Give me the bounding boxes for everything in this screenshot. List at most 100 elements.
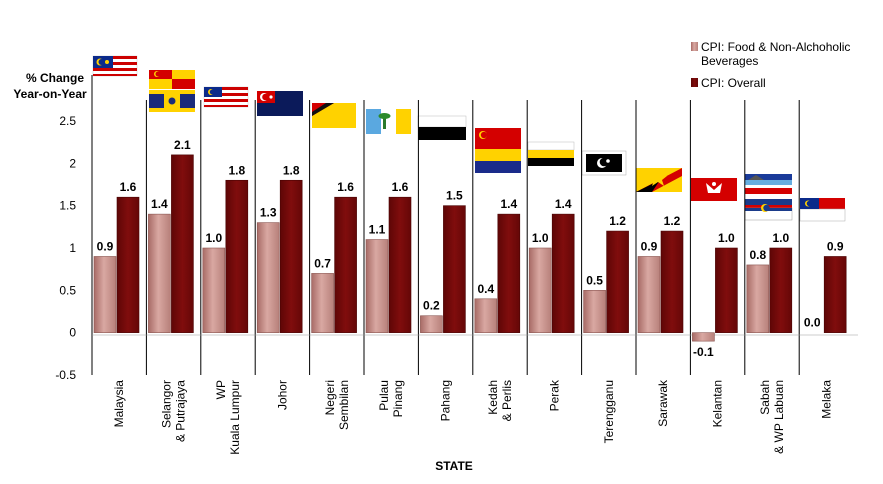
category-label: Kedah [486, 380, 500, 415]
food-bar [148, 213, 171, 333]
x-axis-title: STATE [435, 459, 473, 473]
kedah-perlis-flags [475, 128, 521, 173]
category-label: Kelantan [711, 380, 725, 427]
value-label: 1.6 [120, 180, 137, 194]
legend-item-overall: CPI: Overall [691, 76, 766, 90]
y-tick-label: 0 [69, 326, 76, 340]
food-bar [528, 247, 552, 333]
overall-bar [715, 247, 738, 333]
y-tick-label: 0.5 [59, 283, 76, 297]
category-label: Melaka [819, 380, 833, 419]
category-label: Pahang [439, 380, 453, 421]
category-label: Sarawak [656, 379, 670, 427]
value-label: 0.9 [97, 239, 114, 253]
y-axis-title-line-1: % Change [26, 71, 84, 85]
malaysia-flag [92, 55, 138, 77]
food-bar [420, 315, 443, 333]
category-label: Pinang [391, 380, 405, 417]
category-label: Pulau [377, 380, 391, 411]
legend-label-food-line-2: Beverages [701, 54, 758, 68]
state-flags [92, 55, 846, 222]
category-label: Terengganu [602, 380, 616, 443]
legend-swatch-food [691, 42, 698, 51]
value-label: 0.9 [827, 239, 844, 253]
value-label: 1.6 [392, 180, 409, 194]
value-label: 0.7 [314, 256, 331, 270]
overall-bar [551, 213, 575, 333]
value-label: 1.8 [283, 163, 300, 177]
legend-swatch-overall [691, 78, 698, 87]
y-axis-title-line-2: Year-on-Year [13, 87, 87, 101]
food-bar [311, 273, 334, 333]
food-bar [474, 298, 498, 333]
y-tick-label: 2.5 [59, 114, 76, 128]
wp-kuala-lumpur-flag [203, 86, 249, 108]
overall-bar [171, 154, 194, 333]
value-label: 0.4 [477, 282, 494, 296]
food-bar [93, 256, 117, 333]
value-label: 1.5 [446, 189, 463, 203]
overall-bar [606, 230, 629, 333]
category-labels: Malaysia Selangor & Putrajaya WP Kuala Lumpu… [112, 379, 833, 455]
y-tick-label: 2 [69, 156, 76, 170]
overall-bar [116, 196, 140, 333]
value-label: 1.1 [369, 223, 386, 237]
overall-bar [823, 256, 847, 333]
bars [93, 154, 847, 342]
value-label: 0.0 [804, 316, 821, 330]
category-label: Sembilan [337, 380, 351, 430]
food-bar [746, 264, 770, 333]
overall-bar [388, 196, 412, 333]
value-label: 1.0 [772, 231, 789, 245]
category-label: Malaysia [112, 380, 126, 428]
value-label: 1.4 [500, 197, 517, 211]
value-label: 1.4 [151, 197, 168, 211]
food-bar [692, 332, 715, 342]
pahang-flag [417, 115, 467, 140]
value-label: 1.6 [337, 180, 354, 194]
category-label: Perak [547, 379, 561, 411]
category-label: Sabah [758, 380, 772, 415]
legend-item-food: CPI: Food & Non-Alchoholic Beverages [691, 40, 850, 68]
value-label: 1.2 [609, 214, 626, 228]
perak-flag [527, 141, 575, 166]
category-label: & Putrajaya [174, 380, 188, 442]
value-label: 0.8 [749, 248, 766, 262]
johor-flag [257, 91, 303, 116]
terengganu-flag [581, 150, 627, 176]
value-label: 0.9 [641, 239, 658, 253]
category-separators [91, 75, 800, 375]
food-bar [637, 256, 661, 333]
value-label: 1.0 [532, 231, 549, 245]
value-label: 1.0 [205, 231, 222, 245]
food-bar [583, 290, 606, 333]
category-label: & WP Labuan [772, 380, 786, 454]
food-bar [365, 239, 389, 333]
y-tick-label: 1.5 [59, 199, 76, 213]
value-label: 0.5 [586, 273, 603, 287]
y-tick-label: 1 [69, 241, 76, 255]
legend-label-food-line-1: CPI: Food & Non-Alchoholic [701, 40, 850, 54]
sabah-labuan-flags [744, 174, 793, 221]
category-label: Negeri [323, 380, 337, 415]
value-label: 1.2 [664, 214, 681, 228]
overall-bar [334, 196, 357, 333]
value-label: 1.8 [228, 163, 245, 177]
pulau-pinang-flag [366, 109, 411, 134]
category-label: Selangor [160, 380, 174, 428]
category-label: Kuala Lumpur [228, 380, 242, 455]
overall-bar [660, 230, 684, 333]
value-label: 0.2 [423, 299, 440, 313]
food-bar [202, 247, 226, 333]
overall-bar [443, 205, 466, 333]
category-label: WP [214, 380, 228, 399]
food-bar [256, 222, 280, 333]
category-label: & Perlis [500, 380, 514, 421]
sarawak-flag [636, 168, 682, 192]
selangor-putrajaya-flags [149, 70, 195, 112]
value-label: 1.4 [555, 197, 572, 211]
y-axis-ticks: 2.5 2 1.5 1 0.5 0 -0.5 [55, 114, 76, 382]
value-label: 2.1 [174, 138, 191, 152]
